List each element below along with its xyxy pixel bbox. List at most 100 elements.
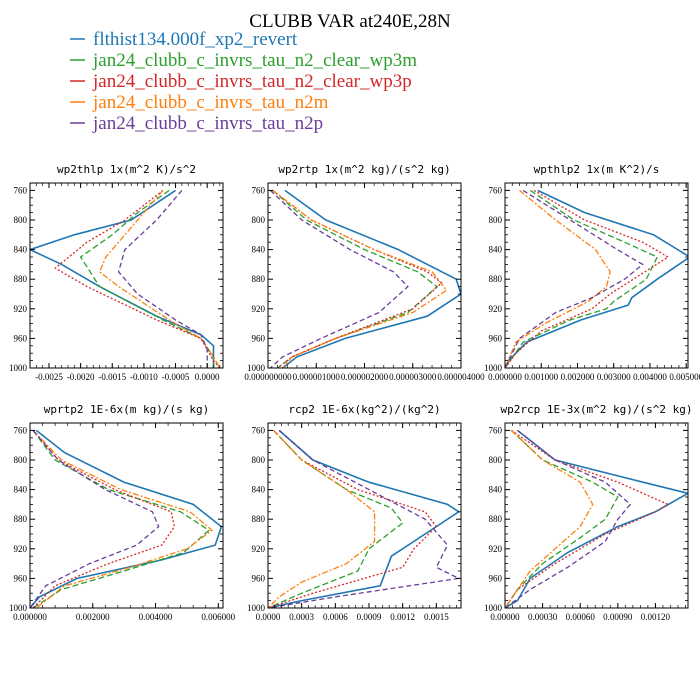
legend-label: jan24_clubb_c_invrs_tau_n2p (92, 113, 323, 134)
legend-label: flthist134.000f_xp2_revert (93, 29, 298, 50)
panel-4: wprtp2 1E-6x(m kg)/(s kg) 760 800 840 880 920… (9, 403, 236, 622)
y-tick-label: 800 (14, 215, 28, 225)
series-line (505, 429, 632, 608)
panel-5: rcp2 1E-6x(kg^2)/(kg^2) 760 800 840 880 920 96… (247, 403, 462, 622)
x-tick-label: 0.00090 (603, 612, 633, 622)
x-tick-label: 0.0012 (390, 612, 415, 622)
series-line (54, 189, 221, 368)
panel-2: wp2rtp 1x(m^2 kg)/(s^2 kg) 760 800 840 880 92… (244, 163, 485, 382)
y-tick-label: 1000 (247, 363, 266, 373)
y-tick-label: 800 (489, 455, 503, 465)
legend-label: jan24_clubb_c_invrs_tau_n2_clear_wp3p (92, 71, 412, 92)
y-tick-label: 960 (252, 573, 266, 583)
y-tick-label: 920 (252, 544, 266, 554)
plot-frame (29, 182, 224, 369)
plot-frame (504, 422, 689, 609)
series-line (282, 189, 461, 368)
x-tick-label: 0.000001000 (293, 372, 341, 382)
y-tick-label: 880 (252, 514, 266, 524)
series-line (268, 429, 438, 608)
x-tick-label: 0.001000 (524, 372, 558, 382)
y-tick-label: 880 (252, 274, 266, 284)
x-tick-label: 0.0003 (289, 612, 314, 622)
y-tick-label: 1000 (484, 603, 503, 613)
x-tick-label: 0.005000 (669, 372, 700, 382)
legend-entry: jan24_clubb_c_invrs_tau_n2_clear_wp3m (70, 50, 417, 71)
y-tick-label: 800 (252, 215, 266, 225)
series-line (268, 429, 404, 608)
panel-1: wp2thlp 1x(m^2 K)/s^2 760 800 840 880 920 960 1… (9, 163, 224, 382)
y-tick-label: 760 (14, 185, 28, 195)
series-line (505, 189, 611, 368)
series-line (272, 189, 448, 368)
series-line (30, 429, 160, 608)
plot-frame (504, 182, 689, 369)
series-line (32, 429, 176, 608)
x-tick-label: 0.004000 (633, 372, 667, 382)
y-tick-label: 760 (489, 425, 503, 435)
series-line (268, 429, 376, 608)
series-line (98, 189, 221, 368)
series-line (268, 429, 461, 608)
series-line (505, 189, 659, 368)
y-tick-label: 920 (14, 544, 28, 554)
figure-title: CLUBB VAR at240E,28N (249, 11, 451, 32)
y-tick-label: 920 (252, 304, 266, 314)
series-line (505, 429, 594, 608)
panel-title: wp2thlp 1x(m^2 K)/s^2 (57, 163, 196, 176)
x-tick-label: 0.0000 (195, 372, 220, 382)
x-tick-label: 0.000003000 (389, 372, 437, 382)
y-tick-label: 960 (489, 333, 503, 343)
legend-entry: jan24_clubb_c_invrs_tau_n2_clear_wp3p (70, 71, 412, 92)
plot-frame (29, 422, 224, 609)
y-tick-label: 800 (14, 455, 28, 465)
x-tick-label: 0.006000 (201, 612, 235, 622)
y-tick-label: 840 (489, 245, 503, 255)
series-line (505, 429, 670, 608)
series-line (272, 189, 438, 368)
series-line (30, 429, 223, 608)
series-line (505, 429, 688, 608)
series-line (505, 429, 619, 608)
panel-title: rcp2 1E-6x(kg^2)/(kg^2) (288, 403, 440, 416)
y-tick-label: 760 (489, 185, 503, 195)
y-tick-label: 840 (252, 245, 266, 255)
y-tick-label: 1000 (9, 603, 28, 613)
panel-title: wprtp2 1E-6x(m kg)/(s kg) (44, 403, 210, 416)
x-tick-label: 0.000004000 (437, 372, 485, 382)
legend-entry: jan24_clubb_c_invrs_tau_n2m (70, 92, 329, 113)
y-tick-label: 760 (252, 425, 266, 435)
legend-entry: jan24_clubb_c_invrs_tau_n2p (70, 113, 323, 134)
x-tick-label: -0.0005 (162, 372, 190, 382)
y-tick-label: 960 (252, 333, 266, 343)
legend-label: jan24_clubb_c_invrs_tau_n2m (92, 92, 329, 113)
y-tick-label: 880 (14, 514, 28, 524)
series-line (117, 189, 208, 368)
series-line (269, 189, 409, 368)
x-tick-label: 0.00120 (641, 612, 671, 622)
x-tick-label: -0.0010 (130, 372, 158, 382)
x-tick-label: 0.000000000 (244, 372, 292, 382)
y-tick-label: 960 (14, 573, 28, 583)
x-tick-label: 0.000000 (13, 612, 47, 622)
y-tick-label: 800 (489, 215, 503, 225)
series-line (272, 189, 443, 368)
x-tick-label: 0.0015 (424, 612, 449, 622)
y-tick-label: 800 (252, 455, 266, 465)
y-tick-label: 760 (14, 425, 28, 435)
y-tick-label: 920 (489, 304, 503, 314)
x-tick-label: -0.0025 (35, 372, 63, 382)
x-tick-label: 0.00060 (566, 612, 596, 622)
x-tick-label: 0.004000 (139, 612, 173, 622)
x-tick-label: 0.000000 (488, 372, 522, 382)
x-tick-label: 0.0000 (256, 612, 281, 622)
legend-label: jan24_clubb_c_invrs_tau_n2_clear_wp3m (92, 50, 417, 71)
panel-3: wpthlp2 1x(m K^2)/s 760 800 840 880 920 960 100… (484, 163, 700, 382)
panel-title: wp2rtp 1x(m^2 kg)/(s^2 kg) (278, 163, 450, 176)
series-line (505, 189, 644, 368)
y-tick-label: 920 (14, 304, 28, 314)
x-tick-label: -0.0020 (67, 372, 95, 382)
y-tick-label: 920 (489, 544, 503, 554)
series-line (268, 429, 461, 608)
